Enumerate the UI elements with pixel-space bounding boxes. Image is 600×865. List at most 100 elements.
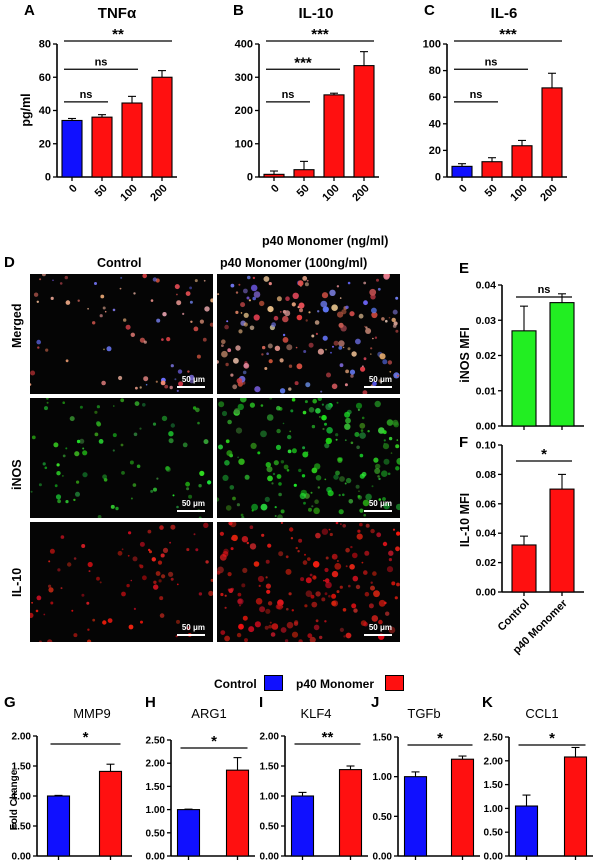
cell: [221, 339, 226, 344]
cell: [262, 345, 266, 350]
significance-label: *: [83, 729, 89, 746]
cell: [161, 338, 164, 341]
cell: [288, 364, 293, 368]
cell: [315, 408, 321, 414]
cell: [260, 430, 267, 438]
cell: [307, 557, 311, 561]
cell: [362, 390, 368, 394]
cell: [324, 443, 330, 449]
cell: [185, 481, 191, 487]
cell: [339, 363, 344, 368]
cell: [365, 523, 370, 528]
cell: [30, 383, 32, 386]
cell: [367, 430, 370, 433]
cell: [259, 606, 266, 613]
y-tick-label: 0.02: [476, 350, 497, 362]
cell: [31, 601, 33, 604]
cell: [188, 494, 193, 499]
cell: [265, 583, 271, 589]
cell: [373, 590, 380, 598]
cell: [224, 460, 230, 466]
cell: [310, 491, 313, 494]
cell: [74, 451, 80, 457]
bar: [511, 145, 533, 178]
y-tick-label: 0.00: [476, 421, 497, 433]
y-tick-label: 2.50: [484, 733, 504, 744]
cell: [82, 447, 85, 450]
cell: [255, 598, 263, 605]
cell: [267, 475, 273, 482]
cell: [251, 509, 254, 512]
cell: [62, 401, 65, 404]
cell: [166, 337, 171, 342]
cell: [79, 405, 83, 409]
y-axis-label: IL-10 MFI: [458, 493, 472, 547]
cell: [374, 468, 381, 474]
cell: [345, 477, 352, 484]
cell: [207, 480, 212, 485]
cell: [368, 603, 374, 609]
cell: [269, 398, 273, 400]
cell: [152, 277, 157, 282]
scale-bar: [177, 386, 205, 388]
cell: [361, 561, 364, 564]
cell: [350, 374, 354, 378]
cell: [276, 428, 281, 434]
cell: [352, 552, 358, 559]
cell: [257, 575, 265, 583]
cell: [265, 608, 271, 614]
cell: [267, 306, 274, 313]
cell: [221, 410, 228, 417]
cell: [96, 576, 100, 581]
panel-letter-k: K: [482, 694, 493, 711]
cell: [317, 486, 320, 489]
cell: [268, 624, 273, 629]
cell: [372, 571, 377, 576]
chart-title: IL-6: [491, 5, 518, 22]
cell: [273, 315, 279, 321]
cell: [225, 362, 229, 367]
cell: [172, 494, 175, 497]
significance-label: ***: [294, 54, 312, 71]
cell: [388, 558, 392, 562]
cell: [35, 609, 39, 613]
micrograph-control-inos: 50 μm: [30, 398, 213, 518]
chart-e: 0.00 0.01 0.02 0.03 0.04 ns iNOS MFI: [458, 280, 584, 433]
cell: [319, 416, 321, 418]
cell: [118, 375, 123, 381]
cell: [42, 462, 46, 466]
cell: [247, 275, 251, 280]
cell: [279, 388, 286, 394]
cell: [240, 398, 247, 403]
significance-label: **: [322, 729, 334, 746]
cell: [239, 604, 241, 607]
y-tick-label: 200: [235, 105, 253, 117]
cell: [176, 389, 179, 392]
cell: [369, 288, 377, 296]
y-axis-label: pg/ml: [19, 93, 33, 126]
cell: [291, 631, 299, 638]
significance-label: ns: [95, 56, 108, 68]
cell: [227, 348, 232, 353]
cell: [30, 490, 33, 493]
cell: [321, 414, 327, 421]
cell: [345, 632, 352, 639]
cell: [311, 334, 315, 338]
cell: [319, 635, 323, 640]
cell: [307, 633, 313, 639]
panel-letter-d: D: [4, 254, 15, 271]
cell: [363, 621, 368, 627]
cell: [381, 470, 388, 477]
x-tick-label: 50: [295, 182, 312, 199]
cell: [127, 554, 130, 557]
cell: [50, 296, 54, 300]
cell: [37, 346, 40, 349]
cell: [140, 620, 143, 624]
cell: [305, 382, 311, 388]
cell-texture: [30, 522, 213, 642]
y-axis-label: Fold Change: [9, 769, 20, 830]
bar: [91, 116, 113, 178]
cell: [278, 407, 283, 411]
cell: [321, 403, 324, 406]
cell: [264, 496, 270, 502]
